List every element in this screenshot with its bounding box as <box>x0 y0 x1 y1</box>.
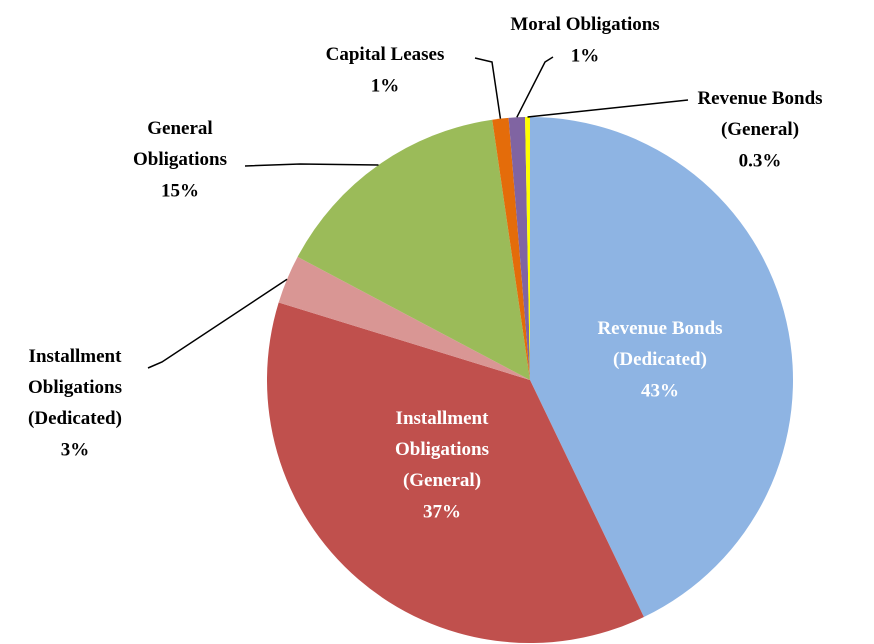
label-line: Installment <box>29 346 123 367</box>
slice-label: General Obligations <box>133 118 227 170</box>
value-label: 0.3% <box>739 150 782 171</box>
label-line: (General) <box>403 470 481 491</box>
label-line: Installment <box>396 408 490 429</box>
leader-line <box>147 278 288 369</box>
label-line: Obligations <box>133 149 227 170</box>
slice-label: Installment Obligations (General) <box>395 408 489 491</box>
value-label: 15% <box>161 180 199 201</box>
label-line: Obligations <box>28 377 122 398</box>
pie-slice <box>278 256 530 380</box>
value-label: 1% <box>371 75 400 96</box>
pie-slice <box>530 117 793 618</box>
label-line: (General) <box>721 119 799 140</box>
label-line: Capital Leases <box>326 44 445 65</box>
label-line: General <box>147 118 212 139</box>
label-line: (Dedicated) <box>28 408 122 429</box>
slice-label: Installment Obligations (Dedicated) <box>28 346 122 429</box>
label-line: Obligations <box>395 439 489 460</box>
label-line: (Dedicated) <box>613 349 707 370</box>
pie-slice <box>525 117 530 380</box>
leader-line <box>244 163 379 167</box>
value-label: 43% <box>641 380 679 401</box>
pie-slice <box>492 117 530 380</box>
label-line: Moral Obligations <box>510 14 659 35</box>
value-label: 3% <box>61 439 90 460</box>
leader-line <box>474 57 502 119</box>
slice-label: Capital Leases <box>326 44 445 65</box>
leader-line <box>527 99 689 118</box>
label-line: Revenue Bonds <box>597 318 722 339</box>
leader-line <box>516 56 554 118</box>
value-label: 1% <box>571 45 600 66</box>
pie-slice <box>297 119 530 381</box>
pie-slice <box>508 117 530 380</box>
label-line: Revenue Bonds <box>697 88 822 109</box>
slice-label: Moral Obligations <box>510 14 659 35</box>
slice-label: Revenue Bonds (Dedicated) <box>597 318 722 370</box>
pie-slice <box>267 302 644 643</box>
value-label: 37% <box>423 501 461 522</box>
slice-label: Revenue Bonds (General) <box>697 88 822 140</box>
